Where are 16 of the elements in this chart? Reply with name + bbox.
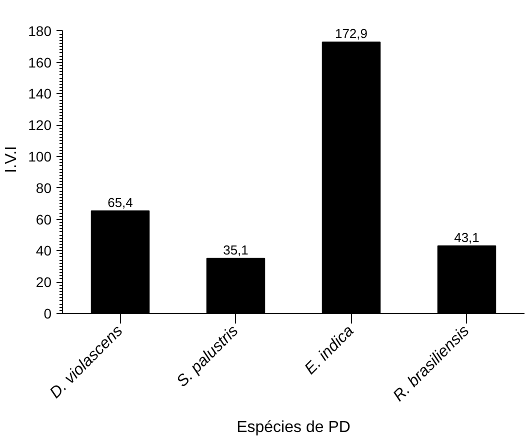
y-tick-label: 180 — [28, 22, 52, 39]
data-label: 35,1 — [223, 242, 248, 258]
data-label: 65,4 — [108, 194, 133, 210]
y-tick-label: 0 — [44, 306, 52, 322]
y-tick-label: 120 — [28, 117, 52, 134]
y-tick-label: 60 — [36, 211, 52, 228]
y-tick-label: 20 — [36, 274, 52, 290]
y-axis-title: I.V.I — [3, 146, 20, 173]
y-tick-label: 40 — [36, 242, 52, 259]
y-tick-label: 100 — [28, 148, 52, 165]
y-tick-label: 80 — [36, 180, 52, 196]
y-tick-label: 140 — [28, 86, 52, 102]
x-axis-title: Espécies de PD — [236, 418, 350, 436]
data-label: 172,9 — [334, 26, 368, 42]
y-tick-label: 160 — [28, 54, 52, 70]
data-label: 43,1 — [454, 230, 480, 245]
